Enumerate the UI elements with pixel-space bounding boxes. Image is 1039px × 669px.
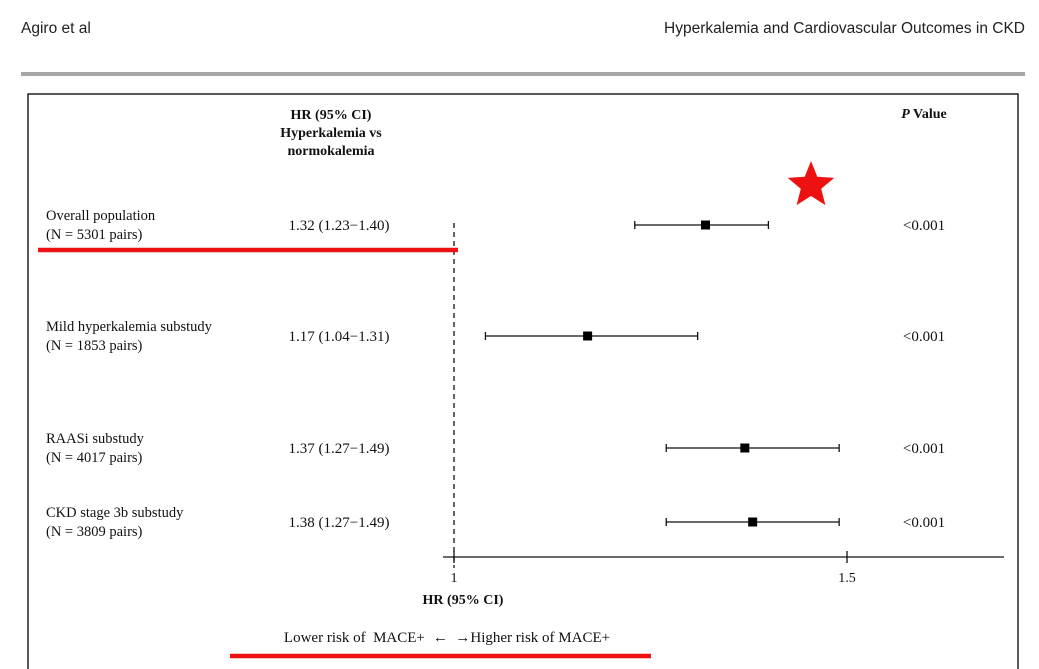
row-p-value: <0.001	[903, 329, 945, 345]
x-axis-tick-label: 1	[451, 571, 458, 586]
row-sample-size: (N = 3809 pairs)	[46, 524, 143, 540]
annotation-layer	[38, 161, 835, 659]
row-sample-size: (N = 4017 pairs)	[46, 450, 143, 466]
row-label: Overall population	[46, 208, 156, 224]
row-hr-text: 1.38 (1.27−1.49)	[289, 515, 390, 531]
hr-point-marker	[583, 331, 593, 341]
p-header-rest: Value	[910, 107, 947, 122]
row-p-value: <0.001	[903, 218, 945, 234]
running-header-right: Hyperkalemia and Cardiovascular Outcomes…	[664, 20, 1025, 37]
row-hr-text: 1.37 (1.27−1.49)	[289, 441, 390, 457]
p-value-column-header: P Value	[901, 107, 947, 122]
forest-row: CKD stage 3b substudy (N = 3809 pairs) 1.3…	[46, 505, 945, 540]
row-label: CKD stage 3b substudy	[46, 505, 184, 521]
header-rule	[21, 72, 1025, 76]
x-axis-label: HR (95% CI)	[423, 593, 504, 608]
figure-frame	[27, 93, 1019, 669]
hr-column-header-line1: HR (95% CI)	[291, 108, 372, 123]
forest-row: Mild hyperkalemia substudy (N = 1853 pair…	[46, 319, 945, 354]
p-header-italic: P	[901, 107, 910, 122]
direction-legend: Lower risk of MACE+ ← →Higher risk of MAC…	[284, 630, 610, 646]
row-sample-size: (N = 5301 pairs)	[46, 227, 143, 243]
forest-row: Overall population (N = 5301 pairs) 1.32 (…	[46, 208, 945, 243]
row-label: RAASi substudy	[46, 431, 145, 447]
hr-column-header-line3: normokalemia	[287, 144, 374, 159]
hr-point-marker	[748, 517, 758, 527]
hr-column-header-line2: Hyperkalemia vs	[280, 126, 382, 141]
row-sample-size: (N = 1853 pairs)	[46, 338, 143, 354]
direction-right-label: Higher risk of MACE+	[470, 630, 610, 646]
hr-point-marker	[740, 443, 750, 453]
row-p-value: <0.001	[903, 515, 945, 531]
row-p-value: <0.001	[903, 441, 945, 457]
direction-left-label: Lower risk of MACE+	[284, 630, 425, 646]
star-icon	[787, 161, 835, 206]
running-header-left: Agiro et al	[21, 20, 91, 37]
x-axis-tick-label: 1.5	[838, 571, 856, 586]
forest-row: RAASi substudy (N = 4017 pairs) 1.37 (1.27…	[46, 431, 945, 466]
row-label: Mild hyperkalemia substudy	[46, 319, 213, 335]
direction-arrows: ← →	[433, 630, 471, 646]
hr-point-marker	[701, 220, 711, 230]
row-hr-text: 1.32 (1.23−1.40)	[289, 218, 390, 234]
row-hr-text: 1.17 (1.04−1.31)	[289, 329, 390, 345]
